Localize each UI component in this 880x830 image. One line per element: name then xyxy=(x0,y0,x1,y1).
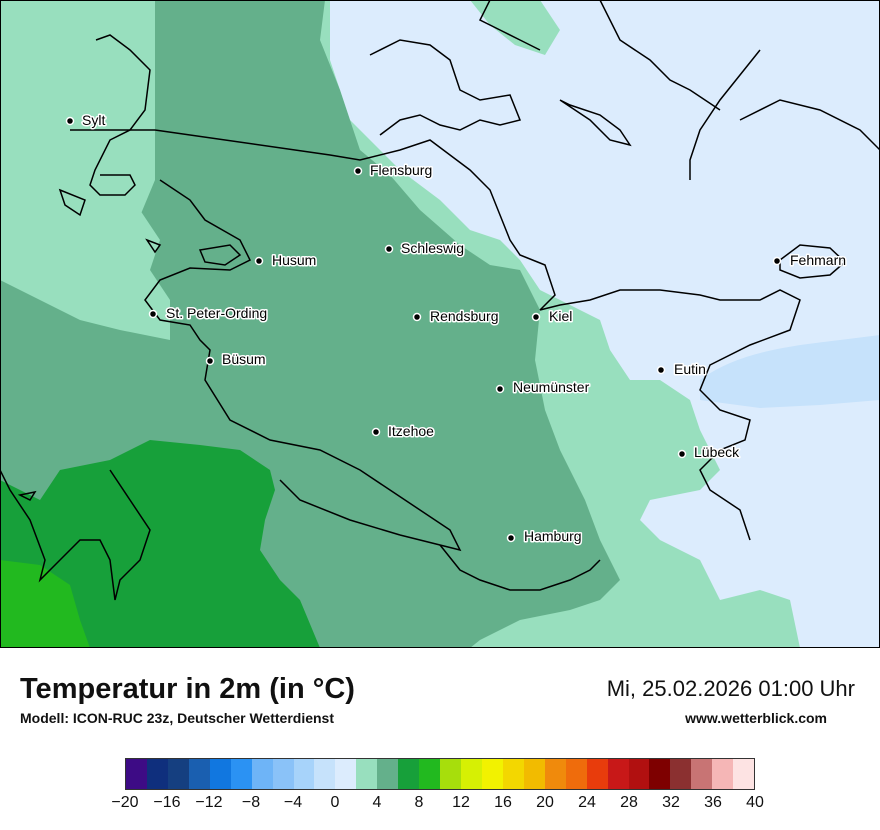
city-husum: Husum xyxy=(254,251,318,270)
colorbar-cell xyxy=(712,759,734,789)
colorbar-cell xyxy=(377,759,399,789)
footer: Temperatur in 2m (in °C) Modell: ICON-RU… xyxy=(0,648,880,830)
colorbar-tick-label: 20 xyxy=(536,794,554,811)
svg-text:Eutin: Eutin xyxy=(674,361,706,377)
colorbar-cell xyxy=(670,759,692,789)
svg-text:Sylt: Sylt xyxy=(82,112,105,128)
colorbar-cell xyxy=(565,759,587,789)
colorbar-cell xyxy=(230,759,252,789)
colorbar-tick-label: 4 xyxy=(372,794,382,811)
colorbar-tick-label: 0 xyxy=(330,794,340,811)
coast-mint xyxy=(0,0,160,282)
svg-text:St. Peter-Ording: St. Peter-Ording xyxy=(166,305,267,321)
model-info: Modell: ICON-RUC 23z, Deutscher Wetterdi… xyxy=(20,710,335,726)
city-neumuenster: Neumünster xyxy=(495,378,591,397)
warm-region xyxy=(0,440,320,648)
city-flensburg: Flensburg xyxy=(353,161,434,180)
colorbar-cell xyxy=(628,759,650,789)
island-mint-north xyxy=(470,0,560,55)
city-rendsburg: Rendsburg xyxy=(412,307,500,326)
colorbar-cell xyxy=(649,759,671,789)
colorbar-cell xyxy=(586,759,608,789)
colorbar-tick-label: 8 xyxy=(414,794,424,811)
city-eutin: Eutin xyxy=(656,360,707,379)
colorbar-cell xyxy=(293,759,315,789)
temperature-map: Sylt Flensburg Schleswig Husum St. Peter… xyxy=(0,0,880,648)
svg-text:Rendsburg: Rendsburg xyxy=(430,308,499,324)
colorbar-tick-label: 32 xyxy=(662,794,680,811)
colorbar-cell xyxy=(167,759,189,789)
city-kiel: Kiel xyxy=(531,307,574,326)
colorbar-tick-label: 24 xyxy=(578,794,596,811)
forecast-datetime: Mi, 25.02.2026 01:00 Uhr xyxy=(606,676,855,701)
colorbar-tick-label: 12 xyxy=(452,794,470,811)
city-st-peter-ording: St. Peter-Ording xyxy=(148,304,269,323)
colorbar-cell xyxy=(523,759,545,789)
colorbar-cell xyxy=(502,759,524,789)
svg-text:Flensburg: Flensburg xyxy=(370,162,432,178)
city-buesum: Büsum xyxy=(205,350,267,369)
city-hamburg: Hamburg xyxy=(506,527,583,546)
svg-text:Itzehoe: Itzehoe xyxy=(388,423,434,439)
colorbar-tick-label: −20 xyxy=(111,794,139,811)
colorbar-cell xyxy=(733,759,755,789)
svg-text:Hamburg: Hamburg xyxy=(524,528,582,544)
colorbar-tick-label: 28 xyxy=(620,794,638,811)
colorbar-cell xyxy=(440,759,461,789)
colorbar-cell xyxy=(461,759,482,789)
colorbar-tick-label: −4 xyxy=(283,794,303,811)
city-fehmarn: Fehmarn xyxy=(772,251,848,270)
colorbar-cell xyxy=(188,759,210,789)
colorbar-cell xyxy=(691,759,713,789)
colorbar-cell xyxy=(314,759,336,789)
city-markers: Sylt Flensburg Schleswig Husum St. Peter… xyxy=(65,111,848,546)
svg-text:Büsum: Büsum xyxy=(222,351,266,367)
cold-region xyxy=(330,0,880,648)
svg-text:Kiel: Kiel xyxy=(549,308,572,324)
colorbar-cell xyxy=(398,759,420,789)
cold-patch xyxy=(700,335,880,408)
svg-text:Fehmarn: Fehmarn xyxy=(790,252,846,268)
warmer-region xyxy=(0,560,90,648)
page-title: Temperatur in 2m (in °C) xyxy=(20,673,355,705)
coastlines xyxy=(0,0,880,601)
colorbar-cell xyxy=(335,759,357,789)
city-itzehoe: Itzehoe xyxy=(371,422,436,441)
svg-text:Neumünster: Neumünster xyxy=(513,379,590,395)
svg-text:Lübeck: Lübeck xyxy=(694,444,740,460)
colorbar-cell xyxy=(356,759,378,789)
colorbar-tick-label: 16 xyxy=(494,794,512,811)
colorbar-cell xyxy=(209,759,231,789)
colorbar-tick-label: −8 xyxy=(241,794,261,811)
colorbar-cell xyxy=(419,759,441,789)
colorbar-tick-label: −16 xyxy=(153,794,181,811)
colorbar-ticks: −20 −16 −12 −8 −4 0 4 8 12 16 20 24 28 32 36 40 xyxy=(111,794,763,814)
svg-text:Husum: Husum xyxy=(272,252,316,268)
temperature-colorbar xyxy=(125,758,755,790)
colorbar-cell xyxy=(146,759,168,789)
colorbar-cell xyxy=(607,759,629,789)
colorbar-cell xyxy=(126,759,147,789)
colorbar-tick-label: −12 xyxy=(195,794,223,811)
website-link[interactable]: www.wetterblick.com xyxy=(685,710,827,726)
svg-text:Schleswig: Schleswig xyxy=(401,240,464,256)
city-sylt: Sylt xyxy=(65,111,107,130)
colorbar-cell xyxy=(251,759,273,789)
city-schleswig: Schleswig xyxy=(384,239,466,258)
colorbar-cell xyxy=(481,759,503,789)
colorbar-tick-label: 40 xyxy=(746,794,764,811)
colorbar-tick-label: 36 xyxy=(704,794,722,811)
colorbar-cell xyxy=(272,759,294,789)
colorbar-cell xyxy=(544,759,566,789)
city-luebeck: Lübeck xyxy=(677,443,742,462)
